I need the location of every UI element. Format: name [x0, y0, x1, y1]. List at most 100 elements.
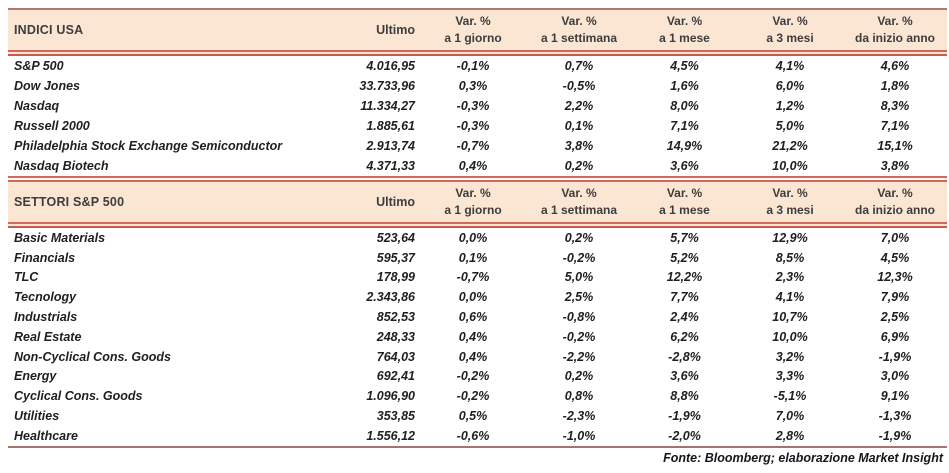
row-var-1-week: -0,2%: [562, 250, 596, 265]
row-var-1-week: -2,3%: [562, 409, 596, 424]
row-label: Tecnology: [14, 290, 77, 305]
table-row: Tecnology 2.343,86 0,0% 2,5% 7,7% 4,1% 7…: [8, 287, 947, 307]
table-row: Financials 595,37 0,1% -0,2% 5,2% 8,5% 4…: [8, 248, 947, 268]
table-row: Nasdaq 11.334,27 -0,3% 2,2% 8,0% 1,2% 8,…: [8, 96, 947, 116]
column-header-ultimo: Ultimo: [376, 195, 415, 209]
var-label: Var. %: [666, 185, 703, 200]
row-var-1-week: -0,8%: [562, 310, 596, 325]
var-period: a 3 mesi: [766, 31, 814, 45]
row-var-1-day: -0,3%: [456, 119, 490, 133]
row-label: Utilities: [14, 409, 60, 424]
sp500-sectors-table: SETTORI S&P 500 Ultimo Var. % a 1 giorno…: [8, 180, 947, 448]
row-var-1-month: 7,1%: [670, 119, 699, 133]
column-header-var-ytd: Var. % da inizio anno: [843, 185, 947, 220]
table-row: TLC 178,99 -0,7% 5,0% 12,2% 2,3% 12,3%: [8, 268, 947, 288]
table-row: Real Estate 248,33 0,4% -0,2% 6,2% 10,0%…: [8, 327, 947, 347]
row-var-1-month: 5,7%: [670, 230, 699, 245]
row-var-1-week: -1,0%: [562, 428, 596, 443]
row-var-1-day: 0,5%: [458, 409, 488, 424]
table-title: INDICI USA: [14, 23, 84, 37]
table-row: Dow Jones 33.733,96 0,3% -0,5% 1,6% 6,0%…: [8, 76, 947, 96]
var-label: Var. %: [666, 13, 703, 28]
table-row: Healthcare 1.556,12 -0,6% -1,0% -2,0% 2,…: [8, 426, 947, 446]
var-label: Var. %: [772, 185, 808, 200]
row-var-1-week: -0,2%: [562, 329, 596, 344]
row-var-1-week: 0,1%: [564, 119, 594, 133]
row-var-ytd: -1,9%: [878, 349, 912, 364]
row-last-value: 2.913,74: [366, 139, 415, 153]
row-var-1-day: 0,4%: [458, 329, 488, 344]
row-label: Russell 2000: [14, 119, 90, 133]
row-var-1-day: -0,1%: [456, 59, 490, 73]
row-last-value: 353,85: [376, 409, 415, 424]
row-var-3-months: 1,2%: [775, 99, 805, 113]
row-var-1-month: -1,9%: [668, 409, 701, 424]
row-var-3-months: 10,0%: [772, 159, 808, 173]
row-var-1-week: 2,5%: [564, 290, 594, 305]
row-last-value: 4.016,95: [366, 59, 415, 73]
table-title: SETTORI S&P 500: [14, 195, 125, 209]
row-var-ytd: 7,9%: [880, 290, 910, 305]
row-var-1-month: 1,6%: [670, 79, 699, 93]
row-var-ytd: 3,8%: [880, 159, 910, 173]
row-var-1-day: 0,6%: [458, 310, 488, 325]
row-var-ytd: 4,6%: [880, 59, 910, 73]
row-var-1-month: 8,8%: [670, 389, 699, 404]
footer: Fonte: Bloomberg; elaborazione Market In…: [8, 448, 947, 468]
table-row: Russell 2000 1.885,61 -0,3% 0,1% 7,1% 5,…: [8, 116, 947, 136]
table-row: Nasdaq Biotech 4.371,33 0,4% 0,2% 3,6% 1…: [8, 156, 947, 176]
row-var-3-months: 6,0%: [775, 79, 805, 93]
double-rule: [8, 222, 947, 228]
row-var-3-months: 2,8%: [775, 428, 805, 443]
row-var-3-months: 4,1%: [775, 290, 805, 305]
row-var-3-months: 12,9%: [772, 230, 808, 245]
row-var-1-day: -0,2%: [456, 369, 490, 384]
row-var-3-months: 4,1%: [775, 59, 805, 73]
row-label: Basic Materials: [14, 230, 106, 245]
row-var-1-week: 0,2%: [564, 230, 594, 245]
row-var-ytd: 12,3%: [877, 270, 913, 285]
row-label: S&P 500: [14, 59, 64, 73]
row-var-1-month: 7,7%: [670, 290, 699, 305]
row-label: TLC: [14, 270, 39, 285]
row-var-1-day: 0,3%: [458, 79, 488, 93]
sp500-sectors-header: SETTORI S&P 500 Ultimo Var. % a 1 giorno…: [8, 180, 947, 222]
row-var-1-week: 0,2%: [564, 159, 594, 173]
row-var-1-week: 0,8%: [564, 389, 594, 404]
row-var-1-day: 0,1%: [458, 250, 488, 265]
row-var-ytd: 9,1%: [880, 389, 910, 404]
row-var-ytd: 3,0%: [880, 369, 910, 384]
var-period: da inizio anno: [855, 31, 935, 45]
var-period: da inizio anno: [855, 203, 935, 217]
table-row: Basic Materials 523,64 0,0% 0,2% 5,7% 12…: [8, 228, 947, 248]
var-label: Var. %: [772, 13, 808, 28]
row-var-ytd: -1,9%: [878, 428, 912, 443]
row-label: Cyclical Cons. Goods: [14, 389, 143, 404]
row-var-3-months: 21,2%: [772, 139, 808, 153]
row-var-3-months: 8,5%: [775, 250, 805, 265]
source-note: Fonte: Bloomberg; elaborazione Market In…: [663, 450, 943, 465]
var-label: Var. %: [455, 185, 491, 200]
row-var-1-week: -0,5%: [562, 79, 596, 93]
table-row: Utilities 353,85 0,5% -2,3% -1,9% 7,0% -…: [8, 406, 947, 426]
var-period: a 1 settimana: [540, 203, 618, 217]
row-var-3-months: 2,3%: [775, 270, 805, 285]
row-var-3-months: -5,1%: [773, 389, 807, 404]
table-row: Energy 692,41 -0,2% 0,2% 3,6% 3,3% 3,0%: [8, 367, 947, 387]
row-var-1-day: -0,7%: [456, 270, 490, 285]
row-label: Healthcare: [14, 428, 78, 443]
row-last-value: 1.556,12: [366, 428, 415, 443]
column-header-ultimo: Ultimo: [376, 23, 415, 37]
var-period: a 1 mese: [659, 31, 710, 45]
column-header-var-ytd: Var. % da inizio anno: [843, 13, 947, 48]
row-var-ytd: 1,8%: [880, 79, 910, 93]
table-row: Cyclical Cons. Goods 1.096,90 -0,2% 0,8%…: [8, 386, 947, 406]
row-var-1-day: 0,0%: [458, 290, 488, 305]
row-label: Nasdaq: [14, 99, 60, 113]
usa-indices-body: S&P 500 4.016,95 -0,1% 0,7% 4,5% 4,1% 4,…: [8, 56, 947, 178]
column-header-var-1-day: Var. % a 1 giorno: [420, 13, 526, 48]
var-period: a 1 mese: [659, 203, 710, 217]
row-var-1-month: 4,5%: [670, 59, 699, 73]
table-row: Philadelphia Stock Exchange Semiconducto…: [8, 136, 947, 156]
row-var-1-month: 14,9%: [666, 139, 703, 153]
